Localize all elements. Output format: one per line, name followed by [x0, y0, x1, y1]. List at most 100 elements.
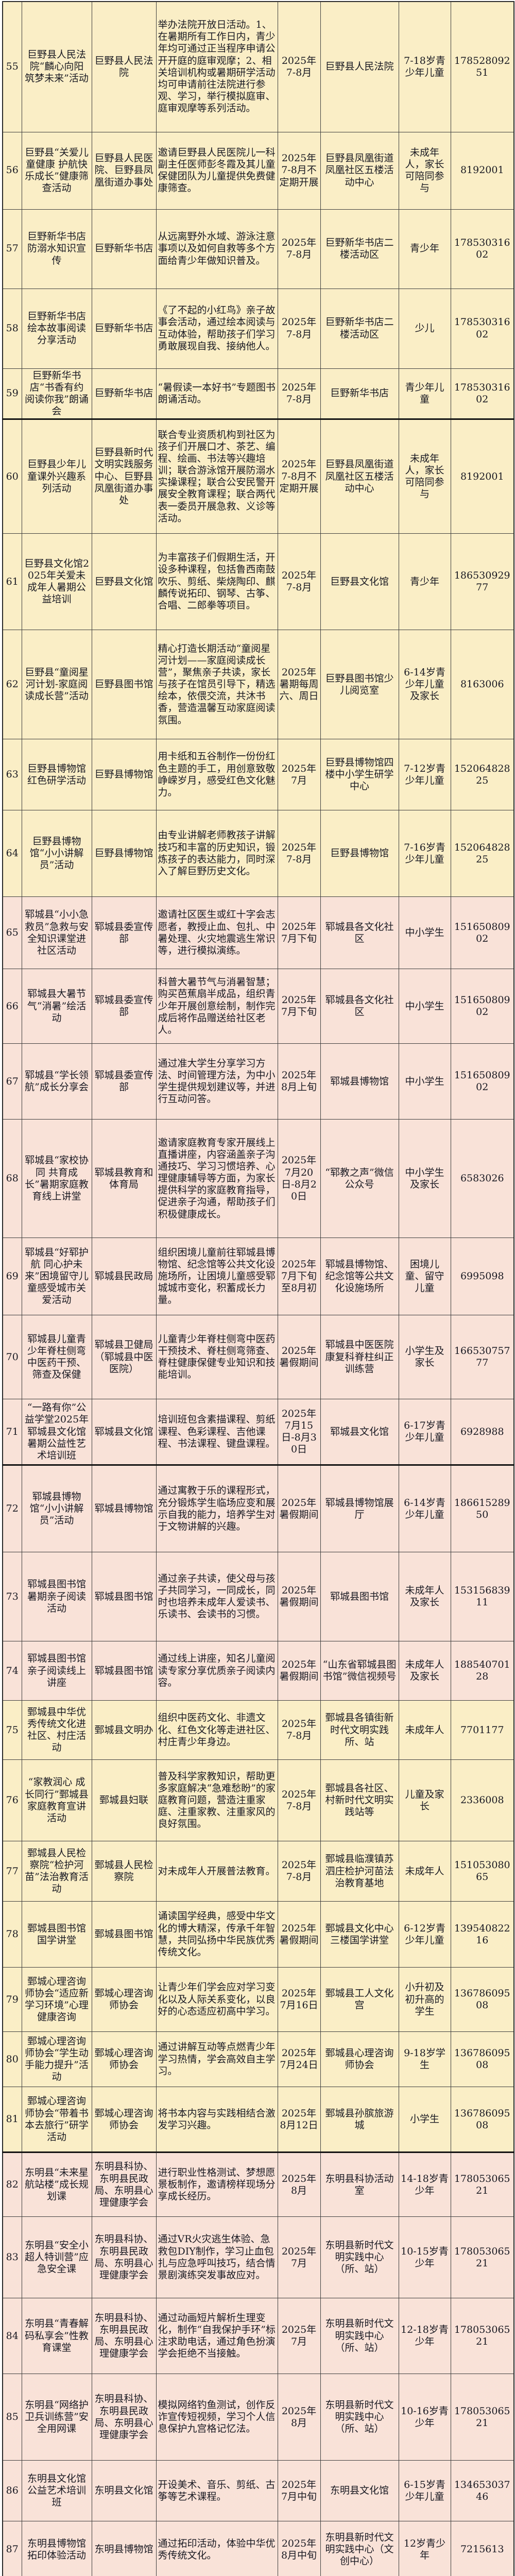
activity-time-cell: 2025年7-8月: [277, 288, 321, 369]
activity-time-cell: 2025年7-8月不定期开展: [277, 419, 321, 534]
row-number-cell: 75: [2, 1700, 22, 1760]
activity-content-cell: 邀请家庭教育专家开展线上直播讲座，内容涵盖亲子沟通技巧、学习习惯培养、心理健康辅…: [156, 1119, 278, 1239]
activity-time-cell: 2025年7-8月: [277, 1841, 321, 1902]
activity-location-cell: 鄄城县文化中心三楼国学讲堂: [320, 1901, 399, 1968]
activity-time-cell: 2025年暑假期间: [277, 1315, 321, 1400]
organizer-cell: 巨野新华书店: [91, 368, 157, 420]
activity-content-cell: 通过VR火灾逃生体验、急救包DIY制作，学习止血包扎与应急呼叫技巧，结合情景剧演…: [156, 2216, 278, 2299]
organizer-cell: 郓城县文化馆: [91, 1399, 157, 1466]
activity-location-cell: 郓城县各文化社区: [320, 969, 399, 1044]
audience-cell: 青少年: [398, 533, 451, 631]
activity-name-cell: 鄄城县中华优秀传统文化进社区、村庄活动: [21, 1700, 92, 1760]
row-number-cell: 62: [2, 630, 22, 740]
activity-name-cell: 鄄城心理咨询师协会“适应新学习环境”心理健康咨询: [21, 1967, 92, 2032]
table-row: 73 郓城县图书馆暑期亲子阅读活动 郓城县图书馆 通过亲子共读，使父母与孩子共同学习，…: [2, 1552, 514, 1642]
organizer-cell: 东明县科协、东明县民政局、东明县心理健康学会: [91, 2152, 157, 2217]
activity-content-cell: 邀请巨野县人民医院儿一科副主任医师彭冬霞及其儿童保健团队为儿童提供免费健康筛查。: [156, 131, 278, 210]
activity-name-cell: 郓城县“小小急救员”急救与安全知识课堂进社区活动: [21, 896, 92, 970]
audience-cell: 7-12岁青少年儿童: [398, 739, 451, 811]
phone-cell: 13465303746: [450, 2460, 514, 2522]
table-row: 80 鄄城心理咨询师协会“学生动手能力提升”活动 鄄城心理咨询师协会 通过讲解互动等点…: [2, 2031, 514, 2088]
activity-name-cell: 巨野县少年儿童课外兴趣系列活动: [21, 419, 92, 534]
row-number-cell: 84: [2, 2298, 22, 2375]
audience-cell: 少儿: [398, 288, 451, 369]
activity-content-cell: 培训班包含素描课程、剪纸课程、色彩课程、吉他课程、书法课程、键盘课程。: [156, 1399, 278, 1466]
organizer-cell: 鄄城县妇联: [91, 1759, 157, 1842]
activity-content-cell: 《了不起的小红鸟》亲子故事会活动，通过绘本阅读与互动体验，帮助孩子们学习勇敢展现…: [156, 288, 278, 369]
phone-cell: 7701177: [450, 1700, 514, 1760]
phone-cell: 16653075777: [450, 1315, 514, 1400]
table-row: 75 鄄城县中华优秀传统文化进社区、村庄活动 鄄城县文明办 组织中医药文化、非遗文化、…: [2, 1700, 514, 1760]
activity-name-cell: 郓城县儿童青少年脊柱侧弯中医药干预、筛查及保健: [21, 1315, 92, 1400]
activity-content-cell: 进行职业性格测试、梦想愿景板制作，邀请榜样现场分享成长经历。: [156, 2152, 278, 2217]
activity-location-cell: 巨野县博物馆: [320, 810, 399, 897]
phone-cell: 17852809251: [450, 1, 514, 132]
organizer-cell: 鄄城县文明办: [91, 1700, 157, 1760]
activity-location-cell: 东明县新时代文明实践中心（所、站）: [320, 2298, 399, 2375]
audience-cell: 6-14岁青少年儿童及家长: [398, 630, 451, 740]
activity-content-cell: 通过讲解互动等点燃青少年学习热情，学会高效自主学习。: [156, 2031, 278, 2088]
activity-content-cell: 通过寓教于乐的课程形式，充分锻炼学生临场应变和展示自我的能力，培养学生对于文物讲…: [156, 1465, 278, 1553]
audience-cell: 小学生: [398, 2087, 451, 2154]
activity-location-cell: 巨野县文化馆: [320, 533, 399, 631]
activity-time-cell: 2025年7月16日: [277, 1967, 321, 2032]
table-row: 79 鄄城心理咨询师协会“适应新学习环境”心理健康咨询 鄄城心理咨询师协会 让青少年们…: [2, 1967, 514, 2032]
activity-content-cell: 儿童青少年脊柱侧弯中医药干预技术、脊柱侧弯筛查、脊柱健康保健专业知识和技能培训。: [156, 1315, 278, 1400]
activity-location-cell: 郓城县博物馆展厅: [320, 1465, 399, 1553]
activity-time-cell: 2025年7月15日-8月30日: [277, 1399, 321, 1466]
row-number-cell: 59: [2, 368, 22, 420]
audience-cell: 未成年人，家长可陪同参与: [398, 419, 451, 534]
activity-name-cell: 巨野新华书店绘本故事阅读分享活动: [21, 288, 92, 369]
row-number-cell: 65: [2, 896, 22, 970]
activity-location-cell: “郓教之声”微信公众号: [320, 1119, 399, 1239]
row-number-cell: 61: [2, 533, 22, 631]
table-row: 56 巨野县“关爱儿童健康 护航快乐成长”健康筛查活动 巨野县人民医院、巨野县凤凰街…: [2, 131, 514, 210]
activity-content-cell: 邀请社区医生或红十字会志愿者，教授止血、包扎、中暑处理、火灾地震逃生常识等，进行…: [156, 896, 278, 970]
activity-name-cell: 巨野县博物馆红色研学活动: [21, 739, 92, 811]
activity-location-cell: 巨野县凤凰街道凤凰社区五楼活动中心: [320, 419, 399, 534]
activity-name-cell: 巨野县“关爱儿童健康 护航快乐成长”健康筛查活动: [21, 131, 92, 210]
organizer-cell: 东明县科协、东明县民政局、东明县心理健康学会: [91, 2216, 157, 2299]
phone-cell: 6928988: [450, 1399, 514, 1466]
table-row: 83 东明县“安全小超人特训营”应急安全课 东明县科协、东明县民政局、东明县心理健康…: [2, 2216, 514, 2299]
activity-content-cell: 模拟网络钓鱼测试，创作反诈宣传短视频，学习个人信息保护九宫格记忆法。: [156, 2374, 278, 2461]
audience-cell: 7-18岁青少年儿童: [398, 1, 451, 132]
table-row: 72 郓城县博物馆“小小讲解员”活动 郓城县博物馆 通过寓教于乐的课程形式，充分锻炼学…: [2, 1465, 514, 1553]
table-row: 85 东明县“网络护卫兵训练营”安全用网课 东明县科协、东明县民政局、东明县心理健康…: [2, 2374, 514, 2461]
activity-time-cell: 2025年7月下旬至8月初: [277, 1238, 321, 1316]
audience-cell: 12-18岁青少年: [398, 2298, 451, 2375]
audience-cell: 青少年儿童: [398, 368, 451, 420]
row-number-cell: 73: [2, 1552, 22, 1642]
activity-time-cell: 2025年7月: [277, 2298, 321, 2375]
row-number-cell: 68: [2, 1119, 22, 1239]
activity-content-cell: 开设美术、音乐、剪纸、古筝等艺术课程。: [156, 2460, 278, 2522]
activity-time-cell: 2025年7-8月: [277, 533, 321, 631]
organizer-cell: 鄄城县人民检察院: [91, 1841, 157, 1902]
organizer-cell: 鄄城心理咨询师协会: [91, 1967, 157, 2032]
activity-name-cell: 巨野县“童阅星河计划-家庭阅读成长营”活动: [21, 630, 92, 740]
audience-cell: 中小学生: [398, 896, 451, 970]
audience-cell: 6-15岁青少年儿童: [398, 2460, 451, 2522]
activity-name-cell: 郓城县“学长领航”成长分享会: [21, 1043, 92, 1120]
table-row: 70 郓城县儿童青少年脊柱侧弯中医药干预、筛查及保健 郓城县卫健局（郓城县中医医院）…: [2, 1315, 514, 1400]
audience-cell: 中小学生: [398, 969, 451, 1044]
audience-cell: 10-16岁青少年: [398, 2374, 451, 2461]
activity-time-cell: 2025年暑假期间: [277, 1465, 321, 1553]
table-row: 82 东明县“未来星航站楼”成长规划课 东明县科协、东明县民政局、东明县心理健康学会…: [2, 2152, 514, 2217]
phone-cell: 15165080902: [450, 896, 514, 970]
table-row: 57 巨野新华书店防溺水知识宣传 巨野新华书店 从远离野外水域、游泳注意事项以及如何自…: [2, 209, 514, 289]
phone-cell: 8192001: [450, 131, 514, 210]
activity-time-cell: 2025年8月: [277, 2374, 321, 2461]
phone-cell: 18854070128: [450, 1641, 514, 1701]
table-row: 81 鄄城心理咨询师协会“带着书本去旅行”研学活动 鄄城心理咨询师协会 将书本内容与实…: [2, 2087, 514, 2154]
row-number-cell: 85: [2, 2374, 22, 2461]
activity-name-cell: 东明县文化馆公益艺术培训班: [21, 2460, 92, 2522]
organizer-cell: 巨野县人民法院: [91, 1, 157, 132]
table-row: 74 郓城县图书馆亲子阅读线上讲座 郓城县图书馆 通过线上讲座，知名儿童阅读专家分享优…: [2, 1641, 514, 1701]
activity-location-cell: 巨野新华书店: [320, 368, 399, 420]
table-row: 84 东明县“青春解码私享会”性教育课堂 东明县科协、东明县民政局、东明县心理健康学…: [2, 2298, 514, 2375]
activity-content-cell: 通过拓印活动，体验中华优秀传统文化。: [156, 2521, 278, 2576]
activity-time-cell: 2025年7月: [277, 739, 321, 811]
